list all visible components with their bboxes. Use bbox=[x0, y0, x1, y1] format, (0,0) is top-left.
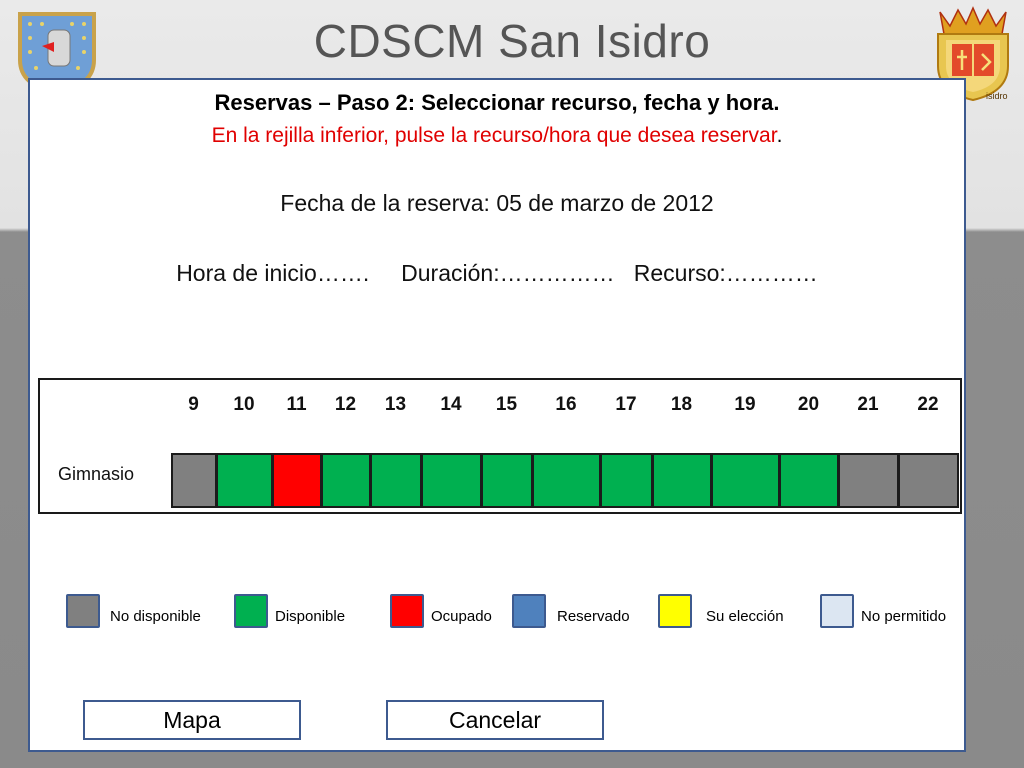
time-slot-18-disponible[interactable] bbox=[652, 453, 712, 508]
reservation-summary: Hora de inicio……. Duración:…………… Recurso… bbox=[176, 260, 818, 286]
time-slot-22-no-disponible[interactable] bbox=[898, 453, 959, 508]
time-slot-10-disponible[interactable] bbox=[216, 453, 273, 508]
hour-label-9: 9 bbox=[188, 394, 199, 415]
legend-label: No disponible bbox=[110, 608, 201, 625]
instruction-period: . bbox=[776, 124, 783, 147]
hour-label-11: 11 bbox=[286, 394, 307, 415]
step-title: Reservas – Paso 2: Seleccionar recurso, … bbox=[214, 90, 780, 115]
time-slot-9-no-disponible[interactable] bbox=[171, 453, 217, 508]
time-slot-14-disponible[interactable] bbox=[421, 453, 482, 508]
hour-label-20: 20 bbox=[797, 394, 820, 415]
resource-label-gimnasio: Gimnasio bbox=[58, 464, 135, 484]
hour-label-21: 21 bbox=[857, 394, 879, 415]
hour-label-17: 17 bbox=[615, 394, 637, 415]
time-slot-21-no-disponible[interactable] bbox=[838, 453, 899, 508]
time-slot-20-disponible[interactable] bbox=[779, 453, 839, 508]
hour-label-12: 12 bbox=[334, 394, 357, 415]
instruction-red-text: En la rejilla inferior, pulse la recurso… bbox=[211, 124, 777, 147]
legend-swatch-ocupado bbox=[390, 594, 424, 628]
page-title: CDSCM San Isidro bbox=[313, 15, 711, 67]
time-slot-15-disponible[interactable] bbox=[481, 453, 533, 508]
hour-label-22: 22 bbox=[917, 394, 939, 415]
legend-label: Disponible bbox=[275, 608, 346, 625]
legend-label: Su elección bbox=[706, 608, 784, 625]
legend-swatch-su-eleccion bbox=[658, 594, 692, 628]
availability-grid: 9 10 11 12 13 14 15 16 17 18 19 20 21 22 Gimnasio bbox=[38, 378, 962, 514]
legend-label: No permitido bbox=[861, 608, 947, 625]
time-slot-12-disponible[interactable] bbox=[321, 453, 371, 508]
time-slot-13-disponible[interactable] bbox=[370, 453, 422, 508]
legend-swatch-disponible bbox=[234, 594, 268, 628]
time-slot-11-ocupado[interactable] bbox=[272, 453, 322, 508]
map-button[interactable]: Mapa bbox=[83, 700, 301, 740]
time-slot-17-disponible[interactable] bbox=[600, 453, 653, 508]
hour-label-16: 16 bbox=[555, 394, 577, 415]
hour-label-14: 14 bbox=[440, 394, 462, 415]
hour-label-13: 13 bbox=[384, 394, 407, 415]
legend-label: Ocupado bbox=[431, 608, 492, 625]
time-slot-16-disponible[interactable] bbox=[532, 453, 601, 508]
reservation-panel: Reservas – Paso 2: Seleccionar recurso, … bbox=[28, 78, 966, 752]
hour-label-19: 19 bbox=[734, 394, 756, 415]
cancel-button[interactable]: Cancelar bbox=[386, 700, 604, 740]
legend-swatch-no-permitido bbox=[820, 594, 854, 628]
hour-label-10: 10 bbox=[233, 394, 255, 415]
legend-label: Reservado bbox=[557, 608, 630, 625]
hour-label-15: 15 bbox=[495, 394, 518, 415]
hour-label-18: 18 bbox=[670, 394, 693, 415]
instruction-text: En la rejilla inferior, pulse la recurso… bbox=[30, 124, 964, 148]
time-slot-19-disponible[interactable] bbox=[711, 453, 780, 508]
legend-swatch-reservado bbox=[512, 594, 546, 628]
right-logo-caption: isidro bbox=[986, 91, 1008, 101]
reservation-date: Fecha de la reserva: 05 de marzo de 2012 bbox=[280, 190, 714, 216]
legend-swatch-no-disponible bbox=[66, 594, 100, 628]
